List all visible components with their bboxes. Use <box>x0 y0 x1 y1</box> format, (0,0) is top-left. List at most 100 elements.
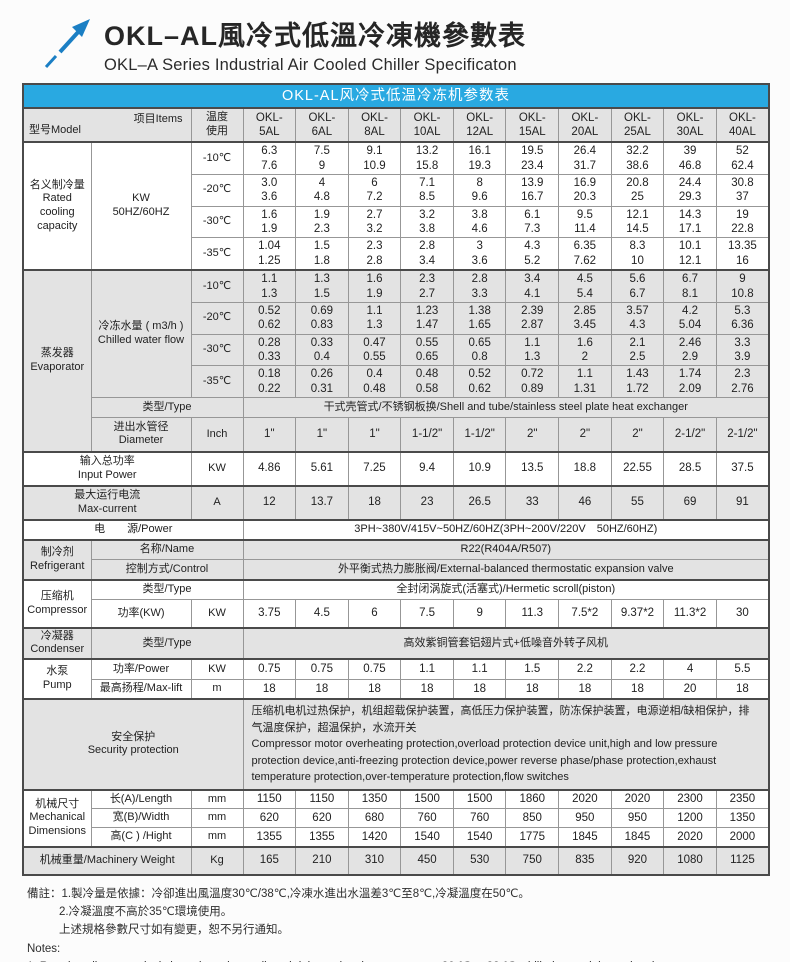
data-cell: 55 <box>610 484 665 521</box>
temp-cell: -10℃ <box>190 141 244 175</box>
evaporator-type-label: 类型/Type <box>90 397 244 419</box>
data-cell: 1845 <box>558 827 612 848</box>
temp-cell: -30℃ <box>190 333 244 367</box>
data-cell: 12.1 14.5 <box>610 205 665 239</box>
data-cell: 0.47 0.55 <box>347 333 402 367</box>
temp-cell: -35℃ <box>190 365 244 399</box>
data-cell: OKL- 12AL <box>452 107 507 143</box>
data-cell: 835 <box>558 845 612 876</box>
data-cell: 1.6 2 <box>558 333 612 367</box>
data-cell: 1.6 1.9 <box>347 269 402 303</box>
data-cell: 19 22.8 <box>715 205 770 239</box>
chilled-water-flow-label: 冷冻水量 ( m3/h ) Chilled water flow <box>90 269 192 399</box>
pump-lift-row: 最高扬程/Max-lift m 18 18 18 18 18 18 18 18 20 18 <box>23 678 770 700</box>
data-cell: 18 <box>400 678 454 700</box>
data-cell: 920 <box>610 845 665 876</box>
data-cell: 3.57 4.3 <box>610 301 665 335</box>
data-cell: 8 9.6 <box>452 173 507 207</box>
data-cell: 8.3 10 <box>610 237 665 271</box>
data-cell: 2" <box>505 417 560 453</box>
corner-items-label: 项目Items <box>133 113 183 126</box>
compressor-power-row: 功率(KW) KW 3.75 4.5 6 7.5 9 11.3 7.5*2 9.37*2 11.… <box>23 599 770 629</box>
temp-cell: -30℃ <box>190 205 244 239</box>
max-current-unit: A <box>190 484 244 521</box>
data-cell: 1.1 1.3 <box>242 269 297 303</box>
temp-cell: -10℃ <box>190 269 244 303</box>
condenser-type-label: 类型/Type <box>90 626 244 660</box>
data-cell: 37.5 <box>715 450 770 487</box>
data-cell: 4.2 5.04 <box>663 301 717 335</box>
data-cell: 620 <box>242 808 297 829</box>
rated-cooling-unit: KW 50HZ/60HZ <box>90 141 192 271</box>
data-cell: 4.3 5.2 <box>505 237 560 271</box>
data-cell: 4.5 <box>295 599 349 629</box>
data-cell: 2.8 3.3 <box>452 269 507 303</box>
data-cell: 18.8 <box>558 450 612 487</box>
data-cell: 5.6 6.7 <box>610 269 665 303</box>
weight-label: 机械重量/Machinery Weight <box>22 845 192 876</box>
data-cell: 5.3 6.36 <box>715 301 770 335</box>
temp-cell: -35℃ <box>190 237 244 271</box>
data-cell: 30.8 37 <box>715 173 770 207</box>
data-cell: 0.69 0.83 <box>295 301 349 335</box>
data-cell: 2.8 3.4 <box>400 237 454 271</box>
data-cell: 2.3 2.8 <box>347 237 402 271</box>
condenser-type-value: 高效紫铜管套铝翅片式+低噪音外转子风机 <box>242 626 770 660</box>
data-cell: 1.3 1.5 <box>295 269 349 303</box>
data-cell: 1150 <box>295 788 349 810</box>
data-cell: 1.5 1.8 <box>295 237 349 271</box>
data-cell: 850 <box>505 808 560 829</box>
data-cell: 1350 <box>715 808 770 829</box>
data-cell: 10.9 <box>452 450 507 487</box>
data-cell: 46 <box>558 484 612 521</box>
rated-cooling-row: 名义制冷量 Rated cooling capacity KW 50HZ/60HZ -… <box>22 141 770 271</box>
dimension-unit: mm <box>190 788 244 810</box>
data-cell: 3.8 4.6 <box>452 205 507 239</box>
data-cell: 1.1 1.3 <box>505 333 560 367</box>
note-line: 備註：1.製冷量是依據：冷卻進出風溫度30℃/38℃,冷凍水進出水溫差3℃至8℃… <box>27 887 530 900</box>
data-cell: 1200 <box>663 808 717 829</box>
data-cell: 5.5 <box>715 658 770 680</box>
data-cell: 9.37*2 <box>610 599 665 629</box>
data-cell: 2.1 2.5 <box>610 333 665 367</box>
data-cell: 3.0 3.6 <box>242 173 297 207</box>
model-header-row: 型号Model 项目Items 温度 使用 OKL- 5AL OKL- 6AL OKL- 8… <box>22 107 770 143</box>
evaporator-flow-row: 蒸发器 Evaporator 冷冻水量 ( m3/h ) Chilled water… <box>22 269 770 453</box>
notes-en-title: Notes: <box>27 942 61 955</box>
data-cell: 310 <box>347 845 402 876</box>
data-cell: 1" <box>347 417 402 453</box>
rated-cooling-row: -30℃ 1.6 1.9 1.9 2.3 2.7 3.2 3.2 3.8 3.8 4.6 6.1 7.… <box>23 205 770 239</box>
pump-lift-label: 最高扬程/Max-lift <box>90 678 192 700</box>
weight-row: 机械重量/Machinery Weight Kg 165 210 310 450 530… <box>22 845 770 876</box>
data-cell: 0.75 <box>347 658 402 680</box>
data-cell: 1" <box>242 417 297 453</box>
data-cell: 950 <box>558 808 612 829</box>
temp-usage-header: 温度 使用 <box>190 107 244 143</box>
data-cell: 13.2 15.8 <box>400 141 454 175</box>
data-cell: 16.1 19.3 <box>452 141 507 175</box>
data-cell: 2350 <box>715 788 770 810</box>
data-cell: 1.1 1.3 <box>347 301 402 335</box>
data-cell: 0.48 0.58 <box>400 365 454 399</box>
data-cell: 1500 <box>400 788 454 810</box>
data-cell: 1860 <box>505 788 560 810</box>
diameter-label: 进出水管径 Diameter <box>90 417 192 453</box>
group-label-refrigerant: 制冷剂 Refrigerant <box>22 538 92 581</box>
trend-arrow-icon <box>44 19 90 69</box>
data-cell: 6 <box>347 599 402 629</box>
input-power-row: 输入总功率 Input Power KW 4.86 5.61 7.25 9.4 10.9 1… <box>22 450 770 487</box>
data-cell: 1.6 1.9 <box>242 205 297 239</box>
refrigerant-control-row: 控制方式/Control 外平衡式热力膨胀阀/External-balanced… <box>23 559 770 581</box>
data-cell: 750 <box>505 845 560 876</box>
data-cell: 950 <box>610 808 665 829</box>
note-line: 上述規格參數尺寸如有變更，恕不另行通知。 <box>59 924 289 937</box>
data-cell: 18 <box>242 678 297 700</box>
data-cell: 3.75 <box>242 599 297 629</box>
data-cell: 1355 <box>295 827 349 848</box>
data-cell: 26.4 31.7 <box>558 141 612 175</box>
title-block: OKL–AL風冷式低溫冷凍機參數表 OKL–A Series Industria… <box>104 14 526 75</box>
data-cell: 0.72 0.89 <box>505 365 560 399</box>
condenser-row: 冷凝器 Condenser 类型/Type 高效紫铜管套铝翅片式+低噪音外转子风机 <box>22 626 770 660</box>
group-label-dimensions: 机械尺寸 Mechanical Dimensions <box>22 788 92 848</box>
